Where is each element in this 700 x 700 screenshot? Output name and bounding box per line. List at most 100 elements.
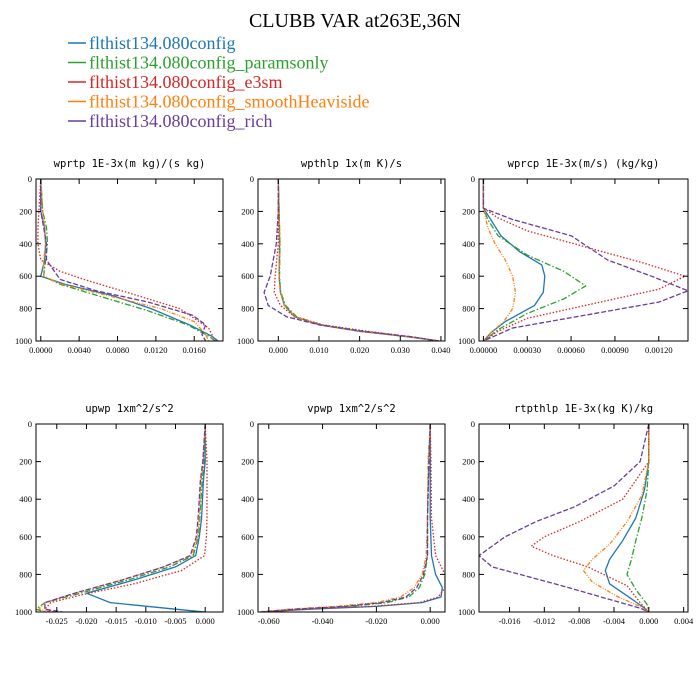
- y-tick-label: 800: [241, 304, 254, 314]
- chart-panel: rtpthlp 1E-3x(kg K)/kg -0.016 -0.012 -0.008…: [458, 403, 694, 626]
- x-tick-label: 0.00000: [470, 345, 498, 355]
- legend-entry: flthist134.080config_smoothHeaviside: [68, 92, 369, 112]
- series-line: [260, 424, 445, 612]
- series-line: [582, 424, 650, 612]
- y-tick-label: 800: [19, 569, 32, 579]
- series-line: [273, 179, 439, 341]
- series-line: [482, 179, 686, 341]
- series-line: [277, 179, 439, 341]
- series-line: [626, 424, 650, 612]
- x-tick-label: 0.004: [674, 616, 694, 626]
- series-line: [40, 179, 219, 341]
- x-tick-label: -0.008: [568, 616, 590, 626]
- y-tick-label: 400: [462, 239, 475, 249]
- y-tick-label: 1000: [15, 336, 32, 346]
- y-tick-label: 1000: [458, 336, 475, 346]
- chart-panel: wpthlp 1x(m K)/s 0.000 0.010 0.020 0.030 0.04…: [237, 158, 450, 355]
- legend-entry: flthist134.080config_e3sm: [68, 72, 282, 92]
- plot-frame: [257, 178, 446, 342]
- x-tick-label: -0.025: [46, 616, 68, 626]
- legend-label: flthist134.080config_paramsonly: [89, 53, 328, 73]
- y-tick-label: 200: [462, 206, 475, 216]
- series-line: [260, 424, 431, 612]
- panel-title: rtpthlp 1E-3x(kg K)/kg: [514, 403, 653, 415]
- y-tick-label: 400: [462, 494, 475, 504]
- y-tick-label: 800: [462, 304, 475, 314]
- y-tick-label: 0: [28, 174, 32, 184]
- x-tick-label: 0.010: [309, 345, 328, 355]
- legend-entry: flthist134.080config_rich: [68, 111, 272, 131]
- x-tick-label: -0.010: [135, 616, 157, 626]
- x-tick-label: 0.030: [391, 345, 410, 355]
- y-tick-label: 200: [19, 206, 32, 216]
- y-tick-label: 1000: [237, 607, 254, 617]
- series-line: [44, 424, 206, 612]
- x-tick-label: 0.00090: [601, 345, 629, 355]
- x-tick-label: -0.020: [365, 616, 387, 626]
- y-tick-label: 0: [250, 419, 254, 429]
- y-tick-label: 400: [241, 239, 254, 249]
- panel-title: wprcp 1E-3x(m/s) (kg/kg): [508, 158, 660, 170]
- series-line: [40, 179, 210, 341]
- x-tick-label: -0.016: [498, 616, 520, 626]
- x-tick-label: 0.0160: [183, 345, 206, 355]
- chart-panel: vpwp 1xm^2/s^2 -0.060 -0.040 -0.020 0.000 0 20…: [237, 403, 446, 626]
- panel-title: vpwp 1xm^2/s^2: [307, 403, 396, 415]
- x-tick-label: 0.000: [269, 345, 288, 355]
- x-tick-label: 0.0080: [106, 345, 129, 355]
- series-line: [277, 179, 439, 341]
- legend: flthist134.080configflthist134.080config…: [68, 33, 369, 131]
- legend-entry: flthist134.080config_paramsonly: [68, 53, 328, 73]
- y-tick-label: 600: [462, 271, 475, 281]
- y-tick-label: 400: [19, 239, 32, 249]
- legend-label: flthist134.080config_rich: [89, 111, 272, 131]
- y-tick-label: 200: [241, 206, 254, 216]
- series-line: [482, 179, 546, 341]
- y-tick-label: 600: [241, 271, 254, 281]
- series-line: [277, 179, 439, 341]
- series-line: [482, 179, 688, 341]
- y-tick-label: 0: [471, 174, 475, 184]
- series-line: [260, 424, 443, 612]
- y-tick-label: 600: [462, 532, 475, 542]
- y-tick-label: 200: [241, 457, 254, 467]
- series-line: [263, 179, 439, 341]
- series-line: [482, 179, 587, 341]
- y-tick-label: 200: [19, 457, 32, 467]
- y-tick-label: 600: [19, 532, 32, 542]
- x-tick-label: -0.015: [105, 616, 127, 626]
- series-line: [479, 424, 650, 612]
- plot-frame: [35, 423, 224, 613]
- y-tick-label: 0: [471, 419, 475, 429]
- panel-title: upwp 1xm^2/s^2: [85, 403, 174, 415]
- series-line: [40, 179, 207, 341]
- series-line: [260, 424, 431, 612]
- y-tick-label: 1000: [458, 607, 475, 617]
- series-line: [40, 179, 216, 341]
- chart-panel: wprcp 1E-3x(m/s) (kg/kg) 0.00000 0.00030 0.…: [458, 158, 689, 355]
- x-tick-label: 0.0000: [29, 345, 52, 355]
- x-tick-label: -0.012: [533, 616, 555, 626]
- y-tick-label: 400: [241, 494, 254, 504]
- legend-label: flthist134.080config: [89, 33, 236, 53]
- series-line: [85, 424, 206, 612]
- y-tick-label: 800: [462, 569, 475, 579]
- y-tick-label: 600: [241, 532, 254, 542]
- y-tick-label: 1000: [237, 336, 254, 346]
- series-line: [482, 179, 517, 341]
- chart-panel: wprtp 1E-3x(m kg)/(s kg) 0.0000 0.0040 0.00…: [15, 158, 224, 355]
- plot-frame: [35, 178, 224, 342]
- y-tick-label: 800: [241, 569, 254, 579]
- legend-label: flthist134.080config_smoothHeaviside: [89, 92, 369, 112]
- y-tick-label: 1000: [15, 607, 32, 617]
- x-tick-label: -0.060: [258, 616, 280, 626]
- x-tick-label: 0.040: [431, 345, 450, 355]
- series-line: [44, 424, 208, 612]
- legend-label: flthist134.080config_e3sm: [89, 72, 282, 92]
- series-line: [37, 179, 216, 341]
- plot-frame: [478, 423, 689, 613]
- x-tick-label: 0.0120: [144, 345, 167, 355]
- y-tick-label: 800: [19, 304, 32, 314]
- figure-title: CLUBB VAR at263E,36N: [249, 10, 461, 32]
